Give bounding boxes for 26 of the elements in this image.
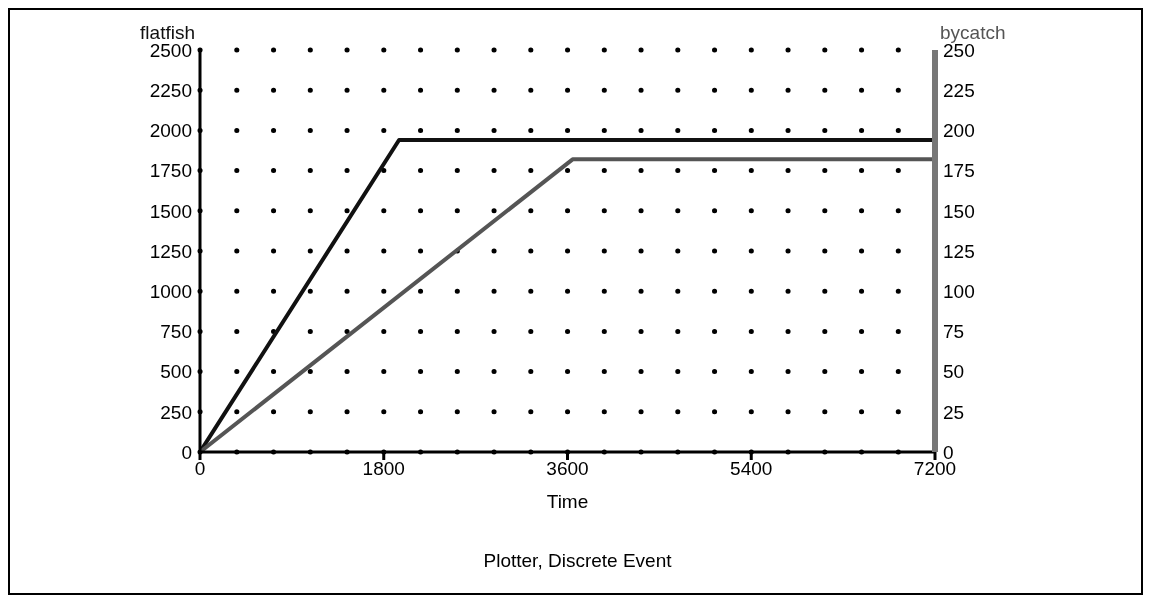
y-tick-label: 500	[160, 361, 192, 383]
x-tick-label: 3600	[546, 458, 589, 480]
y-tick-label: 250	[160, 401, 192, 423]
y-tick-label: 2250	[149, 79, 192, 101]
y2-tick-label: 200	[943, 120, 975, 142]
y-tick-label: 2000	[149, 120, 192, 142]
y2-tick-label: 75	[943, 321, 965, 343]
y2-tick-label: 175	[943, 160, 975, 182]
y2-tick-label: 150	[943, 200, 975, 222]
y2-tick-label: 25	[943, 401, 965, 423]
y-tick-label: 1250	[149, 240, 192, 262]
x-tick-label: 1800	[362, 458, 405, 480]
y-tick-label: 750	[160, 321, 192, 343]
x-tick-label: 0	[194, 458, 206, 480]
y2-tick-label: 100	[943, 280, 975, 302]
y2-tick-label: 225	[943, 79, 975, 101]
y-tick-label: 1750	[149, 160, 192, 182]
y-tick-label: 1000	[149, 280, 192, 302]
y-tick-label: 1500	[149, 200, 192, 222]
y2-tick-label: 125	[943, 240, 975, 262]
text: bycatch	[940, 22, 1006, 44]
x-tick-label: 5400	[730, 458, 773, 480]
x-axis-title: Time	[546, 491, 589, 512]
text: Plotter, Discrete Event	[482, 550, 673, 572]
y2-tick-label: 50	[943, 361, 965, 383]
y-tick-label: 0	[181, 441, 192, 463]
